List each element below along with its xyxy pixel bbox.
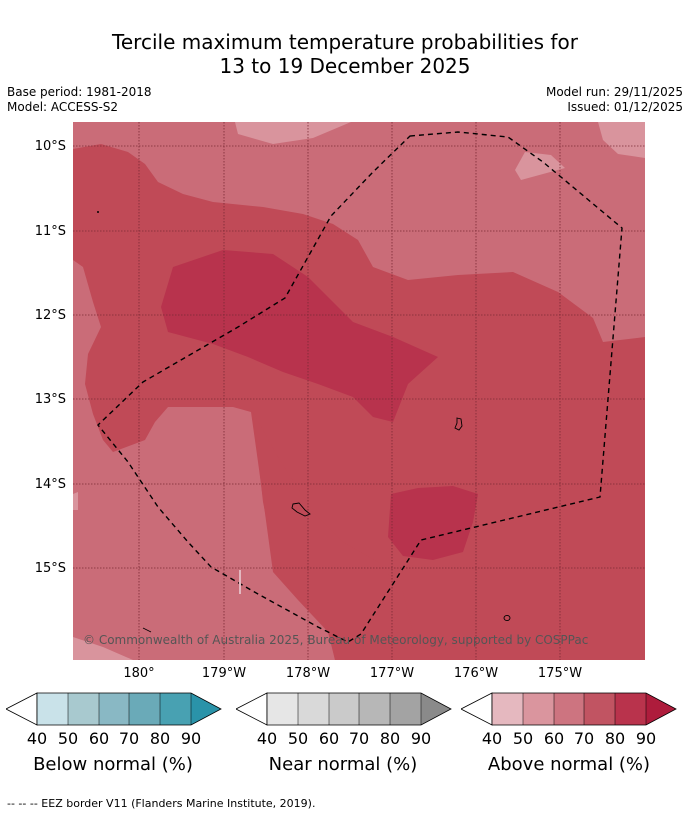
legend-near-normal	[236, 692, 452, 726]
region-above-50-topright	[598, 122, 645, 158]
legend-near-title: Near normal (%)	[268, 754, 418, 775]
legend-above-tick: 70	[573, 729, 595, 748]
legend-above-tick: 90	[635, 729, 657, 748]
graticule	[73, 122, 645, 660]
legend-above-swatch-4	[584, 693, 615, 725]
legend-near-swatch-2	[298, 693, 329, 725]
lon-label-180: 180°	[123, 666, 155, 681]
legend-below-title: Below normal (%)	[33, 754, 193, 775]
meta-right: Model run: 29/11/2025 Issued: 01/12/2025	[546, 85, 683, 115]
title-line-1: Tercile maximum temperature probabilitie…	[112, 30, 578, 54]
lat-label-10s: 10°S	[34, 139, 66, 154]
legend-above-swatch-2	[523, 693, 554, 725]
region-above-80-south	[388, 486, 478, 560]
region-above-50-island	[515, 152, 565, 180]
legend-above-tick: 60	[543, 729, 565, 748]
lon-label-179w: 179°W	[201, 666, 247, 681]
legend-below-tick: 60	[88, 729, 110, 748]
legend-above-swatch-1	[492, 693, 523, 725]
legend-near-swatch-6	[421, 693, 451, 725]
legend-below-tick: 70	[118, 729, 140, 748]
legend-below-swatch-4	[129, 693, 160, 725]
legend-below-normal	[6, 692, 222, 726]
legend-near-swatch-3	[329, 693, 359, 725]
base-period: Base period: 1981-2018	[7, 85, 152, 99]
region-above-50-bottomleft	[73, 637, 133, 660]
lat-label-13s: 13°S	[34, 392, 66, 407]
island-outline-east	[454, 417, 463, 431]
legend-above-title: Above normal (%)	[487, 754, 651, 775]
legend-above-swatch-3	[554, 693, 584, 725]
region-above-80-north	[161, 250, 438, 422]
map-area	[73, 122, 645, 660]
lat-label-12s: 12°S	[34, 308, 66, 323]
legend-near-tick: 60	[318, 729, 340, 748]
island-outline-south	[503, 614, 511, 622]
legend-below-tick: 50	[57, 729, 79, 748]
legend-near-swatch-5	[390, 693, 421, 725]
lon-label-176w: 176°W	[453, 666, 499, 681]
map-title: Tercile maximum temperature probabilitie…	[0, 30, 690, 78]
legend-below-tick: 40	[26, 729, 48, 748]
legend-below-tick: 80	[149, 729, 171, 748]
region-above-50-leftedge	[73, 492, 78, 510]
legend-near-tick: 40	[256, 729, 278, 748]
legend-below-swatch-1	[37, 693, 68, 725]
eez-footnote: -- -- -- EEZ border V11 (Flanders Marine…	[7, 797, 316, 810]
legend-below-swatch-6	[191, 693, 221, 725]
legend-above-tick: 80	[604, 729, 626, 748]
legend-above-tick: 50	[512, 729, 534, 748]
model-run: Model run: 29/11/2025	[545, 85, 683, 99]
region-above-50-top	[235, 122, 351, 144]
island-dot-west	[97, 211, 99, 213]
legend-near-swatch-4	[359, 693, 390, 725]
legend-below-tick: 90	[180, 729, 202, 748]
title-line-2: 13 to 19 December 2025	[219, 54, 471, 78]
lon-label-178w: 178°W	[285, 666, 331, 681]
island-outline-reef	[142, 627, 152, 633]
legend-above-tick: 40	[481, 729, 503, 748]
model-name: Model: ACCESS-S2	[7, 100, 119, 114]
legend-near-tick: 50	[287, 729, 309, 748]
lon-label-177w: 177°W	[369, 666, 415, 681]
legend-near-tick: 70	[348, 729, 370, 748]
lat-label-15s: 15°S	[34, 561, 66, 576]
issued-date: Issued: 01/12/2025	[567, 100, 683, 114]
legend-below-swatch-2	[68, 693, 99, 725]
legend-near-tick: 90	[410, 729, 432, 748]
legend-above-normal	[461, 692, 677, 726]
legend-near-swatch-1	[267, 693, 298, 725]
lon-label-175w: 175°W	[537, 666, 583, 681]
legend-below-swatch-3	[99, 693, 129, 725]
legend-above-swatch-6	[646, 693, 676, 725]
meta-left: Base period: 1981-2018 Model: ACCESS-S2	[7, 85, 152, 115]
legend-above-swatch-5	[615, 693, 646, 725]
lat-label-11s: 11°S	[34, 224, 66, 239]
copyright-notice: © Commonwealth of Australia 2025, Bureau…	[83, 633, 589, 647]
island-outline-west	[291, 502, 311, 517]
legend-near-tick: 80	[379, 729, 401, 748]
eez-border	[97, 131, 623, 643]
legend-below-swatch-5	[160, 693, 191, 725]
lat-label-14s: 14°S	[34, 477, 66, 492]
